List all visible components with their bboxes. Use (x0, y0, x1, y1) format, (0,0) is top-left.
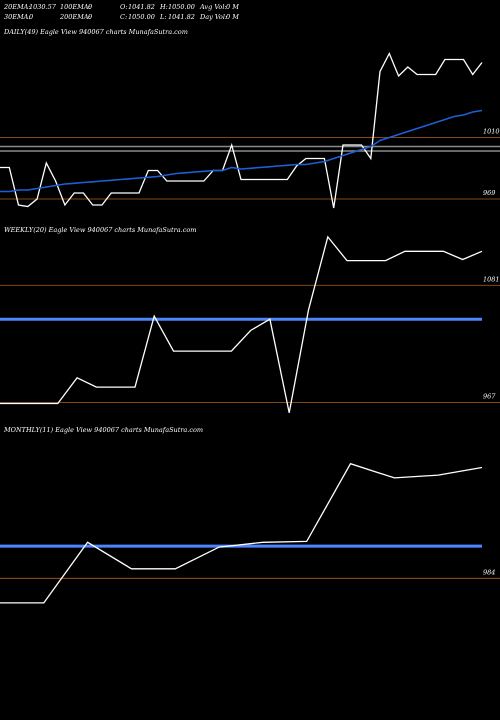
ema30-label: 30EMA: (4, 13, 31, 21)
ema200-label: 200EMA: (59, 13, 91, 21)
daily-panel: 1010 969 (0, 51, 500, 209)
weekly-y-tick-label: 967 (483, 393, 496, 401)
weekly-panel: 1081 967 (0, 235, 500, 413)
close-value: 1050.00 (128, 13, 155, 21)
daily-y-tick-label: 969 (483, 189, 495, 197)
daily-panel-title: DAILY(49) Eagle View 940067 charts Munaf… (3, 28, 188, 36)
ema30-value: 0 (29, 13, 33, 21)
high-value: 1050.00 (168, 3, 195, 11)
close-label: C: (120, 13, 127, 21)
daily-ema-line (0, 109, 483, 193)
day-vol-label: Day Vol: (199, 13, 227, 21)
weekly-price-line (0, 235, 483, 413)
monthly-price-line (0, 462, 483, 604)
low-value: 1041.82 (168, 13, 195, 21)
open-label: O: (120, 3, 128, 11)
daily-y-tick-label: 1010 (483, 128, 500, 136)
ema100-value: 0 (88, 3, 92, 11)
open-value: 1041.82 (128, 3, 155, 11)
header-info: 20EMA: 1030.57 100EMA: 0 O: 1041.82 H: 1… (3, 3, 239, 21)
low-label: L: (159, 13, 167, 21)
weekly-panel-title: WEEKLY(20) Eagle View 940067 charts Muna… (4, 226, 196, 234)
ema20-label: 20EMA: (3, 3, 31, 11)
ema20-value: 1030.57 (29, 3, 57, 11)
monthly-panel-title: MONTHLY(11) Eagle View 940067 charts Mun… (3, 426, 203, 434)
ema100-label: 100EMA: (60, 3, 91, 11)
avg-vol-label: Avg Vol: (199, 3, 227, 11)
day-vol-value: 0 M (226, 13, 239, 21)
monthly-panel: 984 (0, 462, 500, 604)
weekly-y-tick-label: 1081 (483, 275, 500, 283)
ema200-value: 0 (88, 13, 92, 21)
daily-price-line (0, 51, 483, 209)
high-label: H: (159, 3, 168, 11)
monthly-y-tick-label: 984 (483, 568, 495, 576)
avg-vol-value: 0 M (226, 3, 239, 11)
